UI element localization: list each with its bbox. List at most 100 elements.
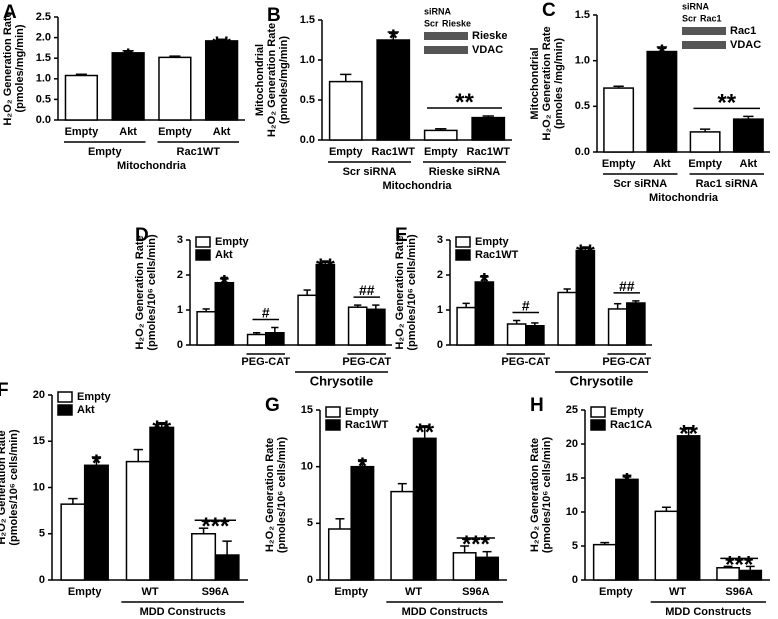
y-axis-label: H₂O₂ Generation Rate bbox=[541, 26, 553, 140]
y-axis-label: H₂O₂ Generation Rate bbox=[266, 23, 278, 137]
bar bbox=[366, 308, 386, 346]
x-tick-label: WT bbox=[669, 586, 686, 598]
y-tick-label: 0.0 bbox=[300, 134, 315, 146]
y-tick-label: 5 bbox=[39, 528, 45, 540]
group-label: Rac1 siRNA bbox=[696, 178, 758, 190]
bar bbox=[265, 332, 285, 346]
legend-swatch bbox=[325, 406, 341, 418]
inset-row: Rac1 bbox=[730, 25, 756, 37]
bar bbox=[646, 50, 678, 153]
x-tick-label: Akt bbox=[213, 126, 231, 138]
legend-label: Akt bbox=[77, 404, 95, 416]
significance: * bbox=[480, 269, 490, 296]
significance: *** bbox=[462, 531, 491, 558]
y-tick-label: 1.0 bbox=[575, 55, 590, 67]
x-tick-label: Empty bbox=[688, 158, 723, 170]
legend-swatch bbox=[325, 419, 341, 431]
bar bbox=[214, 554, 240, 581]
significance: * bbox=[92, 450, 102, 477]
x-tick-label: Empty bbox=[68, 586, 103, 598]
bar bbox=[158, 56, 192, 121]
legend-label: Rac1WT bbox=[345, 419, 389, 431]
legend-label: Akt bbox=[215, 249, 233, 261]
y-axis-label: H₂O₂ Generation Rate bbox=[134, 235, 146, 349]
bar bbox=[83, 464, 109, 581]
inset-row: VDAC bbox=[472, 44, 503, 56]
legend-swatch bbox=[590, 419, 606, 431]
y-axis-label: H₂O₂ Generation Rate bbox=[2, 11, 14, 125]
significance: ** bbox=[212, 32, 231, 59]
legend-label: Empty bbox=[610, 406, 645, 418]
x-tick-label: Akt bbox=[653, 158, 671, 170]
bar bbox=[423, 129, 458, 141]
y-tick-label: 15 bbox=[301, 404, 313, 416]
bar bbox=[297, 294, 318, 346]
y-tick-label: 15 bbox=[566, 472, 578, 484]
bar bbox=[557, 291, 578, 346]
x-tick-label: Empty bbox=[602, 158, 637, 170]
significance: ## bbox=[619, 278, 635, 294]
significance: ** bbox=[455, 89, 474, 116]
bar bbox=[654, 510, 679, 581]
bar bbox=[376, 39, 411, 141]
legend-swatch bbox=[195, 236, 211, 248]
blot-band bbox=[682, 41, 726, 49]
bar bbox=[246, 333, 267, 346]
x-axis-label: Mitochondria bbox=[382, 180, 452, 192]
bar bbox=[191, 533, 217, 581]
y-tick-label: 10 bbox=[566, 506, 578, 518]
y-tick-label: 1.5 bbox=[300, 14, 315, 26]
y-tick-label: 0.5 bbox=[575, 100, 590, 112]
bar bbox=[60, 503, 86, 581]
y-axis-label: (pmoles/mg/min) bbox=[278, 36, 290, 124]
group-label: Empty bbox=[88, 146, 123, 158]
y-axis-label: (pmoles/10⁶ cells/min) bbox=[406, 234, 418, 351]
significance: * bbox=[358, 453, 368, 480]
x-axis-label: Mitochondria bbox=[649, 192, 719, 204]
inset-row: VDAC bbox=[730, 39, 761, 51]
significance: ** bbox=[679, 421, 698, 448]
bar bbox=[390, 490, 415, 581]
y-axis-label: (pmoles/10⁶ cells/min) bbox=[541, 437, 553, 554]
inset-column: Rieske bbox=[442, 18, 471, 28]
y-tick-label: 1 bbox=[437, 304, 443, 316]
x-tick-label: Rac1WT bbox=[372, 146, 416, 158]
supergroup-label: MDD Constructs bbox=[402, 606, 488, 618]
panel-label: G bbox=[265, 395, 280, 416]
significance: ** bbox=[576, 240, 595, 267]
y-tick-label: 0 bbox=[39, 574, 45, 586]
bar bbox=[412, 437, 437, 581]
x-tick-label: S96A bbox=[462, 586, 490, 598]
x-tick-label: Empty bbox=[424, 146, 459, 158]
bar bbox=[125, 460, 151, 581]
bar bbox=[626, 302, 646, 346]
bar bbox=[64, 74, 99, 121]
significance: * bbox=[622, 468, 632, 495]
legend-label: Empty bbox=[475, 236, 510, 248]
bar bbox=[347, 306, 368, 346]
bar bbox=[196, 311, 217, 346]
group-label: Scr siRNA bbox=[613, 178, 667, 190]
bar bbox=[607, 308, 628, 346]
legend-swatch bbox=[57, 391, 73, 403]
bar bbox=[456, 306, 477, 346]
panel-label: D bbox=[135, 225, 149, 246]
bar bbox=[328, 80, 363, 141]
significance: *** bbox=[725, 551, 754, 578]
inset-header: siRNA bbox=[424, 6, 452, 16]
y-axis-label: Mitochondrial bbox=[529, 47, 541, 119]
y-axis-label: H₂O₂ Generation Rate bbox=[0, 430, 8, 544]
bar bbox=[111, 52, 145, 121]
significance: # bbox=[522, 298, 530, 314]
y-tick-label: 15 bbox=[33, 435, 45, 447]
blot-band bbox=[682, 27, 726, 35]
bar bbox=[471, 116, 506, 141]
bar bbox=[525, 325, 545, 346]
x-tick-label: Empty bbox=[334, 586, 369, 598]
x-tick-label: S96A bbox=[202, 586, 230, 598]
y-tick-label: 0 bbox=[307, 574, 313, 586]
x-tick-label: Empty bbox=[329, 146, 364, 158]
y-tick-label: 10 bbox=[301, 461, 313, 473]
